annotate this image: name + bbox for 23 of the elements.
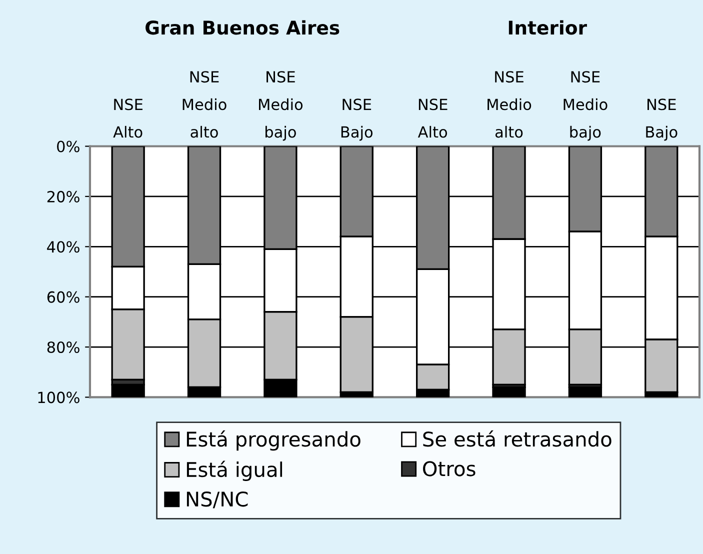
x-tick-label: NSE Medio alto <box>488 71 532 138</box>
y-tick-label: 100% <box>38 392 80 404</box>
x-tick-label: NSE Medio bajo <box>564 71 608 141</box>
x-tick-label: NSE Bajo <box>341 98 373 141</box>
x-tick-label: NSE Alto <box>418 98 448 138</box>
legend-label: Otros <box>423 461 476 476</box>
x-tick-label: NSE Alto <box>113 98 142 138</box>
legend-label: NS/NC <box>186 491 248 508</box>
x-tick-label: NSE Medio bajo <box>259 71 303 141</box>
text: Gran Buenos Aires <box>146 20 340 35</box>
x-tick-label: NSE Bajo <box>646 98 678 141</box>
legend-label: Está progresando <box>186 430 360 451</box>
text: Interior <box>508 20 587 35</box>
y-tick-label: 40% <box>47 241 80 253</box>
legend-label: Está igual <box>186 460 282 482</box>
y-tick-label: 80% <box>47 341 80 354</box>
y-tick-label: 20% <box>47 190 80 202</box>
bar <box>568 386 602 398</box>
y-tick-label: 0% <box>57 140 80 152</box>
legend-label: Se está retrasando <box>423 430 612 447</box>
x-tick-label: NSE Medio alto <box>182 71 226 138</box>
bar <box>492 386 526 398</box>
y-tick-label: 60% <box>47 291 80 303</box>
